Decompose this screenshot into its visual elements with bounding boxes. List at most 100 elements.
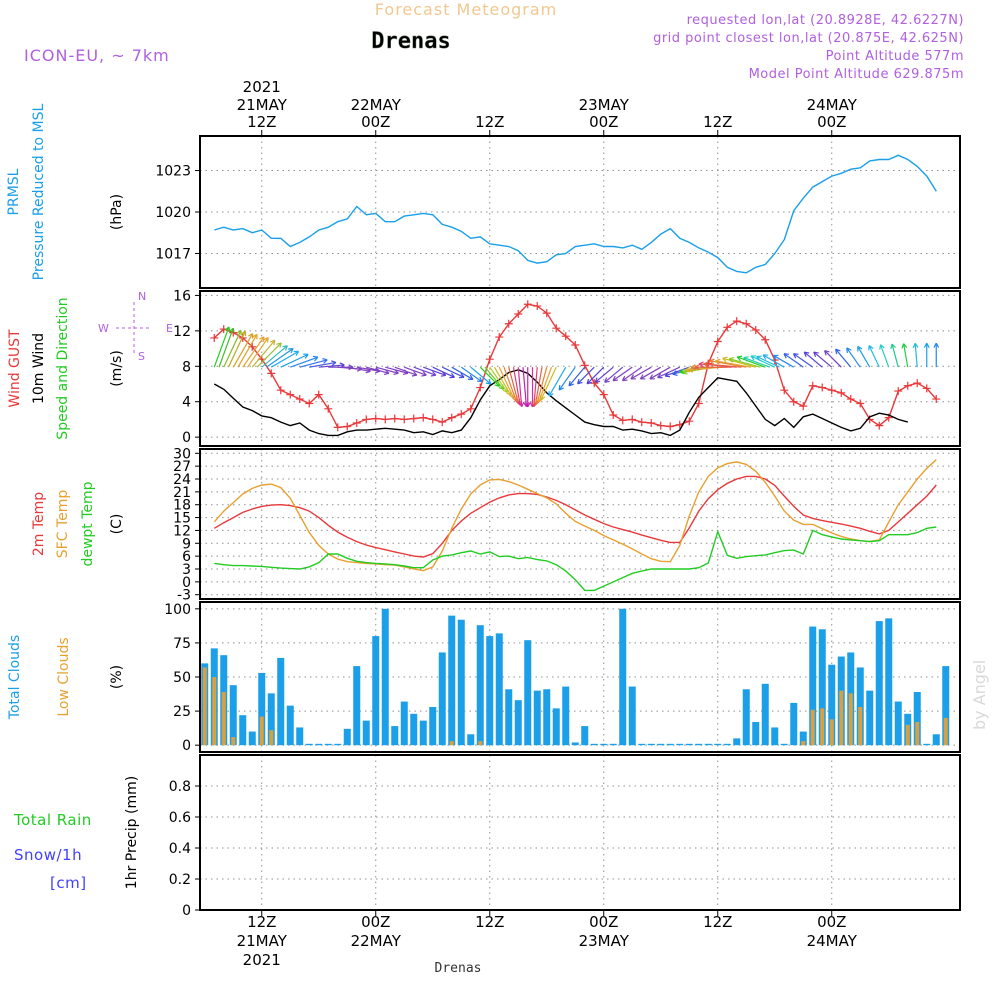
bar-total_clouds: [362, 720, 370, 746]
wind-vector-head: [803, 351, 810, 357]
y-tick-label: 0: [182, 738, 191, 754]
series-line-wind: [213, 369, 908, 437]
wind-vector: [512, 367, 521, 406]
data-layer: [201, 154, 950, 746]
bar-total_clouds: [790, 702, 798, 746]
compass-e: E: [166, 322, 173, 335]
gust-marker: [552, 324, 561, 333]
gust-marker: [903, 381, 912, 390]
wind-vector: [612, 366, 633, 382]
bar-total_clouds: [429, 707, 437, 746]
wind-vector: [213, 326, 230, 368]
wind-vector: [773, 354, 795, 368]
wind-vector-head: [672, 370, 678, 376]
bar-total_clouds: [942, 666, 950, 746]
wind-vector-head: [824, 349, 830, 356]
wind-vector-head: [421, 371, 427, 377]
wind-vector-head: [248, 333, 254, 339]
bar-total_clouds: [638, 743, 646, 746]
wind-vector: [586, 366, 605, 385]
wind-vector: [413, 366, 437, 376]
bar-total_clouds: [866, 690, 874, 746]
bar-total_clouds: [799, 731, 807, 746]
wind-vector: [640, 366, 662, 380]
gust-marker: [894, 387, 903, 396]
wind-vector-head: [762, 354, 769, 360]
y-tick-label: 0.8: [169, 779, 191, 795]
wind-vector: [385, 366, 409, 374]
precip-label: Total Rain: [13, 811, 92, 829]
wind-vector: [868, 345, 880, 368]
gust-marker: [267, 369, 276, 378]
gust-marker: [647, 418, 656, 427]
y-tick-label: 30: [173, 446, 191, 462]
panel-frame: [199, 754, 961, 911]
wind-vector: [857, 346, 871, 368]
wind-vector-head: [639, 374, 646, 380]
bar-total_clouds: [476, 625, 484, 746]
panel-label: SFC Temp: [55, 490, 71, 559]
bar-total_clouds: [277, 657, 285, 746]
gust-marker: [314, 390, 323, 399]
wind-vector-head: [229, 327, 235, 334]
wind-vector-head: [664, 371, 671, 378]
gust-marker: [504, 319, 513, 328]
wind-vector: [460, 366, 483, 383]
bar-total_clouds: [676, 743, 684, 746]
bar-total_clouds: [695, 743, 703, 746]
bar-low_clouds: [848, 693, 853, 746]
wind-vector: [394, 366, 418, 376]
wind-vector-head: [476, 376, 483, 383]
wind-vector: [237, 334, 258, 368]
wind-vector: [630, 366, 652, 380]
panel-frame: [199, 290, 961, 447]
y-tick-label: -3: [177, 588, 191, 604]
gust-marker: [476, 383, 485, 392]
wind-vector: [703, 363, 742, 368]
labels-layer: 1017 1020 1023 (hPa) PRMSL Pressure Reduced t…: [6, 78, 858, 969]
wind-vector-head: [594, 377, 601, 383]
time-label-bottom: 24MAY: [807, 932, 858, 950]
y-axis-label: (m/s): [109, 350, 125, 387]
bar-total_clouds: [885, 618, 893, 746]
wind-vector: [218, 327, 234, 368]
gust-marker: [618, 416, 627, 425]
gust-marker: [742, 319, 751, 328]
wind-vector: [914, 343, 918, 368]
wind-vector-head: [411, 371, 418, 377]
wind-vector-head: [709, 358, 715, 365]
y-tick-label: 9: [182, 536, 191, 552]
wind-vector-head: [236, 329, 242, 336]
bar-total_clouds: [315, 743, 323, 746]
bar-low_clouds: [231, 737, 236, 746]
gust-marker: [352, 418, 361, 427]
wind-vector: [299, 359, 328, 368]
time-label-top: 24MAY: [807, 96, 858, 114]
wind-vector: [604, 366, 624, 383]
wind-vector: [835, 348, 852, 368]
gust-marker: [362, 415, 371, 424]
y-tick-label: 4: [182, 395, 191, 411]
wind-vector-head: [846, 347, 852, 353]
wind-vector: [903, 343, 909, 368]
bar-low_clouds: [259, 716, 264, 746]
y-tick-label: 24: [173, 472, 191, 488]
bar-total_clouds: [913, 692, 921, 746]
bar-total_clouds: [334, 743, 342, 746]
gust-marker: [305, 399, 314, 408]
bar-total_clouds: [505, 689, 513, 746]
y-axis-label: (C): [109, 514, 125, 535]
gust-marker: [761, 335, 770, 344]
y-tick-label: 75: [173, 636, 191, 652]
y-tick-label: 16: [173, 288, 191, 304]
bar-total_clouds: [419, 720, 427, 746]
wind-vector-head: [240, 330, 247, 337]
wind-vector: [548, 366, 567, 397]
wind-vector: [232, 333, 254, 368]
wind-vector-head: [312, 355, 319, 362]
time-label-bottom: 12Z: [247, 913, 276, 931]
y-axis-label: (hPa): [109, 194, 125, 230]
wind-vector-head: [698, 361, 704, 368]
wind-vector: [558, 366, 576, 391]
gust-marker: [561, 332, 570, 341]
